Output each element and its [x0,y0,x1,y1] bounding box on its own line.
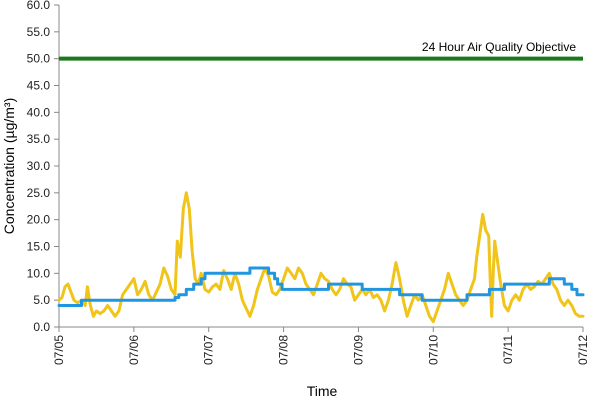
y-tick-label: 0.0 [33,320,50,334]
y-tick-label: 55.0 [27,25,51,39]
x-tick-label: 07/05 [52,335,66,365]
y-tick-label: 30.0 [27,159,51,173]
y-axis-title: Concentration (µg/m³) [1,98,17,234]
series-line-1 [57,191,585,324]
x-tick-label: 07/10 [426,335,440,365]
x-tick-label: 07/12 [576,335,590,365]
y-tick-label: 15.0 [27,240,51,254]
objective-annotation: 24 Hour Air Quality Objective [422,40,576,54]
x-tick-marks [58,327,584,332]
y-tick-marks [54,4,59,328]
series-line-2 [57,266,585,307]
y-tick-labels: 0.0 5.0 10.0 15.0 20.0 25.0 30.0 35.0 40.0 45.0 50… [27,0,51,334]
x-tick-label: 07/08 [277,335,291,365]
y-tick-label: 20.0 [27,213,51,227]
x-axis-title: Time [307,383,338,399]
x-tick-label: 07/07 [202,335,216,365]
x-tick-label: 07/09 [351,335,365,365]
y-tick-label: 25.0 [27,186,51,200]
y-tick-label: 50.0 [27,52,51,66]
series-lines [57,191,585,324]
y-tick-label: 40.0 [27,105,51,119]
x-tick-labels: 07/05 07/06 07/07 07/08 07/09 07/10 07/11 07/12 [52,335,590,365]
x-tick-label: 07/06 [127,335,141,365]
y-tick-label: 35.0 [27,132,51,146]
y-tick-label: 5.0 [33,293,50,307]
x-tick-label: 07/11 [501,335,515,364]
y-tick-label: 45.0 [27,79,51,93]
y-tick-label: 60.0 [27,0,51,12]
y-tick-label: 10.0 [27,266,51,280]
